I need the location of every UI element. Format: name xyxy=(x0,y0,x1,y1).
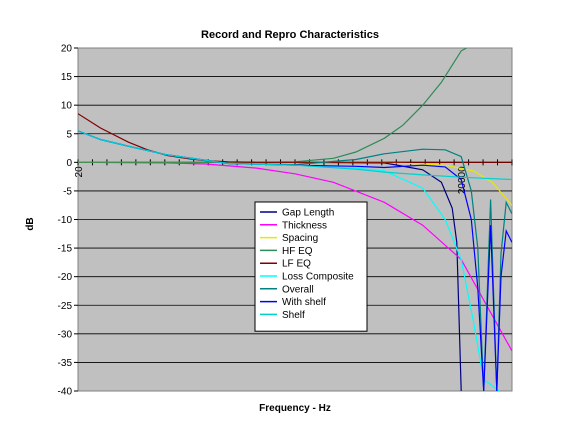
legend-box xyxy=(254,201,368,332)
legend-label: Thickness xyxy=(282,220,327,231)
series-layer xyxy=(78,48,512,391)
y-tick-label: 15 xyxy=(61,72,73,83)
chart-title: Record and Repro Characteristics xyxy=(201,29,379,41)
series-thickness xyxy=(78,161,512,352)
legend-label: Overall xyxy=(282,284,314,295)
y-tick-label: 20 xyxy=(61,44,73,55)
legend-label: Loss Composite xyxy=(282,272,354,283)
y-tick-label: -10 xyxy=(58,215,73,226)
y-tick-label: -20 xyxy=(58,272,73,283)
y-axis-title: dB xyxy=(25,217,36,230)
y-tick-label: 0 xyxy=(66,158,72,169)
series-shelf xyxy=(78,130,512,181)
y-axis-ticks: 20 15 10 5 0 -5 -10 -15 -20 -25 -30 -35 -40 xyxy=(58,44,78,398)
y-tick-label: -30 xyxy=(58,329,73,340)
y-tick-label: -15 xyxy=(58,244,73,255)
x-axis-title: Frequency - Hz xyxy=(259,403,331,414)
y-tick-label: -5 xyxy=(63,186,72,197)
y-tick-label: 10 xyxy=(61,101,73,112)
y-tick-label: -35 xyxy=(58,358,73,369)
series-lf-eq xyxy=(78,113,512,163)
y-tick-label: 5 xyxy=(66,129,72,140)
legend-label: Gap Length xyxy=(282,208,334,219)
x-tick-label: 20 xyxy=(74,166,85,178)
x-tick-label: 20000 xyxy=(457,166,468,194)
y-tick-label: -25 xyxy=(58,301,73,312)
legend-label: Shelf xyxy=(282,310,305,321)
legend-label: Spacing xyxy=(282,233,318,244)
y-tick-label: -40 xyxy=(58,387,73,398)
legend-label: HF EQ xyxy=(282,246,313,257)
legend-label: LF EQ xyxy=(282,259,311,270)
legend-label: With shelf xyxy=(282,297,326,308)
